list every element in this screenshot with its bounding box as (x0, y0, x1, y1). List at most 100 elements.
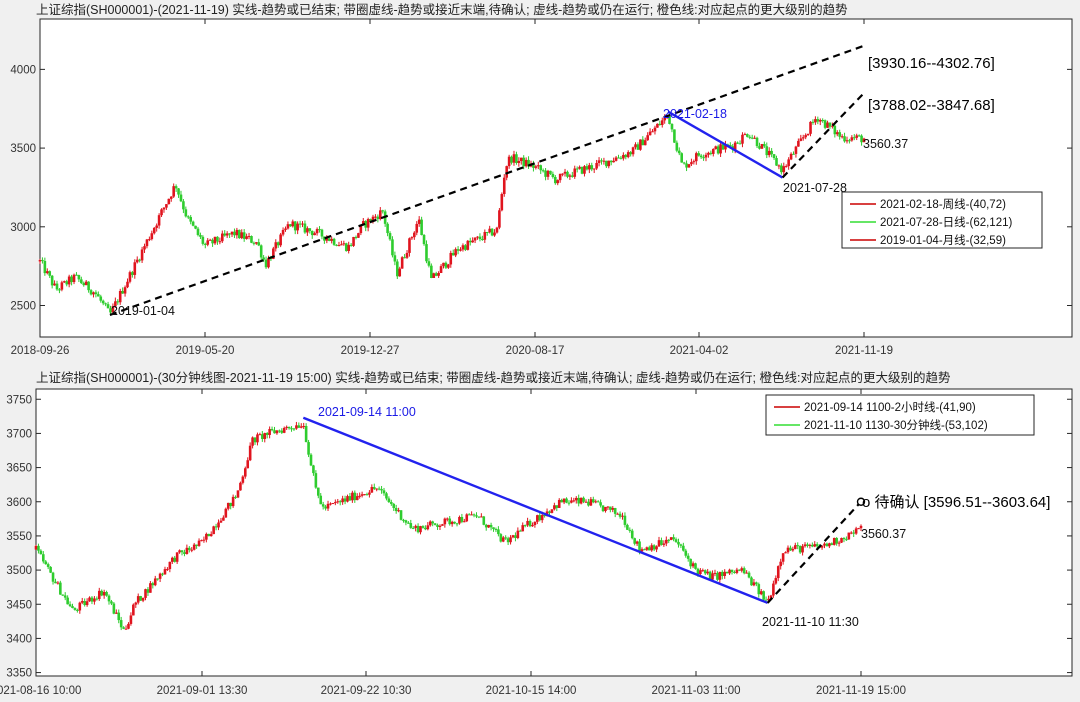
candle-body (436, 524, 439, 527)
candle-body (621, 515, 624, 517)
candle-body (557, 499, 561, 508)
candle-body (618, 513, 622, 517)
candle-body (41, 259, 44, 261)
candle-body (605, 160, 608, 167)
candle-body (772, 583, 775, 596)
candle-body (296, 223, 299, 231)
candle-body (351, 492, 354, 501)
candle-body (760, 144, 764, 149)
candle-body (360, 494, 364, 496)
candle-body (428, 521, 432, 526)
candle-body (562, 498, 566, 503)
candle-body (357, 233, 360, 238)
x-tick-label: 2021-10-15 14:00 (486, 685, 577, 697)
candle-body (195, 544, 198, 546)
candle-body (517, 160, 521, 163)
candle-body (364, 221, 368, 228)
candle-body (500, 194, 504, 211)
candle-body (789, 153, 793, 160)
candle-body (116, 301, 120, 303)
candle-body (221, 233, 224, 242)
candle-body (312, 465, 315, 474)
candle-body (405, 252, 409, 258)
candle-body (801, 137, 805, 139)
candle-body (599, 502, 602, 506)
candle-body (716, 146, 720, 154)
candle-body (123, 287, 127, 294)
candle-body (323, 236, 326, 241)
candle-body (825, 543, 829, 547)
candle-body (80, 279, 83, 284)
candle-body (787, 159, 790, 167)
x-tick-label: 2021-11-19 15:00 (816, 685, 906, 697)
candle-body (286, 224, 290, 229)
candle-body (708, 571, 712, 580)
candle-body (842, 537, 846, 540)
candle-body (713, 572, 717, 574)
candle-body (820, 545, 824, 548)
candle-body (492, 527, 495, 530)
chart-title: 上证综指(SH000001)-(30分钟线图-2021-11-19 15:00)… (36, 370, 951, 385)
candle-body (650, 545, 654, 551)
candle-body (467, 514, 471, 516)
candle-body (307, 442, 310, 455)
candle-body (156, 578, 159, 580)
candle-body (397, 510, 400, 512)
candle-body (555, 505, 559, 508)
trend-line-2 (667, 110, 784, 179)
candle-body (433, 523, 437, 525)
candle-body (273, 430, 276, 434)
candle-body (531, 525, 534, 527)
candle-body (150, 233, 154, 240)
candle-body (793, 545, 797, 549)
candle-body (647, 547, 651, 551)
candle-body (456, 249, 460, 251)
candle-body (213, 236, 217, 244)
candle-body (272, 248, 275, 259)
candle-body (524, 159, 528, 167)
candle-body (422, 235, 426, 245)
candle-body (757, 584, 761, 595)
candle-body (199, 235, 202, 237)
candle-body (830, 543, 834, 545)
candle-body (188, 547, 191, 551)
candle-body (400, 257, 404, 269)
candle-body (291, 221, 295, 227)
candle-body (387, 498, 391, 503)
candle-body (59, 582, 62, 595)
candle-body (352, 236, 355, 246)
candle-body (672, 537, 675, 540)
candle-body (472, 514, 476, 516)
candle-body (207, 533, 211, 537)
candle-body (794, 146, 798, 154)
x-tick-label: 2018-09-26 (11, 345, 70, 357)
candle-body (755, 582, 758, 585)
candle-body (320, 229, 324, 237)
candle-body (145, 239, 149, 247)
candle-body (403, 257, 406, 259)
candle-body (578, 166, 581, 169)
candle-body (789, 547, 792, 551)
candle-body (358, 495, 361, 497)
candle-body (668, 115, 671, 124)
candle-body (777, 165, 781, 167)
candle-body (855, 135, 859, 138)
x-tick-label: 2021-09-22 10:30 (321, 685, 412, 697)
candle-body (179, 194, 183, 202)
candle-body (538, 515, 542, 521)
candle-body (126, 281, 129, 288)
candle-body (574, 497, 578, 501)
candle-body (857, 528, 860, 530)
candle-body (224, 508, 228, 518)
candle-body (196, 228, 200, 236)
candle-body (464, 245, 467, 250)
candle-body (459, 249, 462, 251)
trend-end-circle (856, 497, 866, 506)
candle-body (828, 122, 832, 127)
candle-body (37, 545, 40, 551)
candle-body (134, 602, 138, 605)
candle-body (450, 521, 454, 525)
candle-body (325, 238, 329, 241)
candle-body (596, 501, 600, 503)
candle-body (378, 210, 382, 220)
